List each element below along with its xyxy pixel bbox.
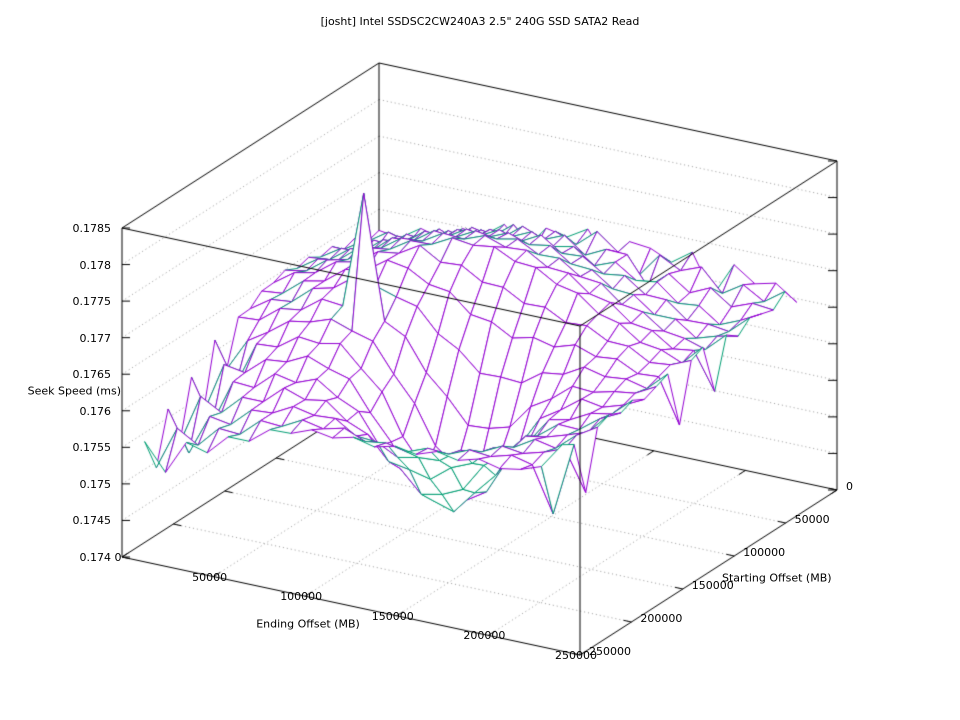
y-tick-label: 50000	[794, 513, 830, 526]
y-tick-label: 100000	[743, 546, 786, 559]
x-tick-label: 100000	[280, 590, 323, 604]
y-tick-label: 150000	[691, 579, 734, 592]
y-axis-label: Starting Offset (MB)	[722, 571, 832, 585]
x-tick-label: 50000	[192, 570, 228, 584]
x-tick-label: 200000	[463, 629, 506, 643]
y-tick-label: 250000	[589, 645, 631, 658]
x-tick-label: 0	[114, 551, 122, 564]
y-tick-label: 200000	[640, 612, 683, 625]
z-tick-label: 0.175	[79, 477, 112, 491]
x-tick-label: 150000	[371, 609, 414, 623]
z-tick-label: 0.1785	[72, 222, 112, 235]
z-tick-label: 0.1745	[72, 514, 112, 528]
x-axis-label: Ending Offset (MB)	[256, 617, 360, 631]
z-axis-label: Seek Speed (ms)	[27, 384, 121, 398]
x-tick-label: 250000	[555, 649, 597, 662]
z-tick-label: 0.1765	[72, 368, 112, 382]
z-tick-label: 0.1755	[72, 441, 112, 455]
chart-title: [josht] Intel SSDSC2CW240A3 2.5" 240G SS…	[320, 15, 640, 28]
z-tick-label: 0.176	[79, 404, 112, 418]
z-tick-label: 0.177	[79, 331, 112, 345]
z-tick-label: 0.178	[79, 258, 112, 272]
y-tick-label: 0	[846, 480, 853, 493]
z-tick-label: 0.1775	[72, 295, 112, 309]
z-tick-label: 0.174	[79, 551, 112, 564]
